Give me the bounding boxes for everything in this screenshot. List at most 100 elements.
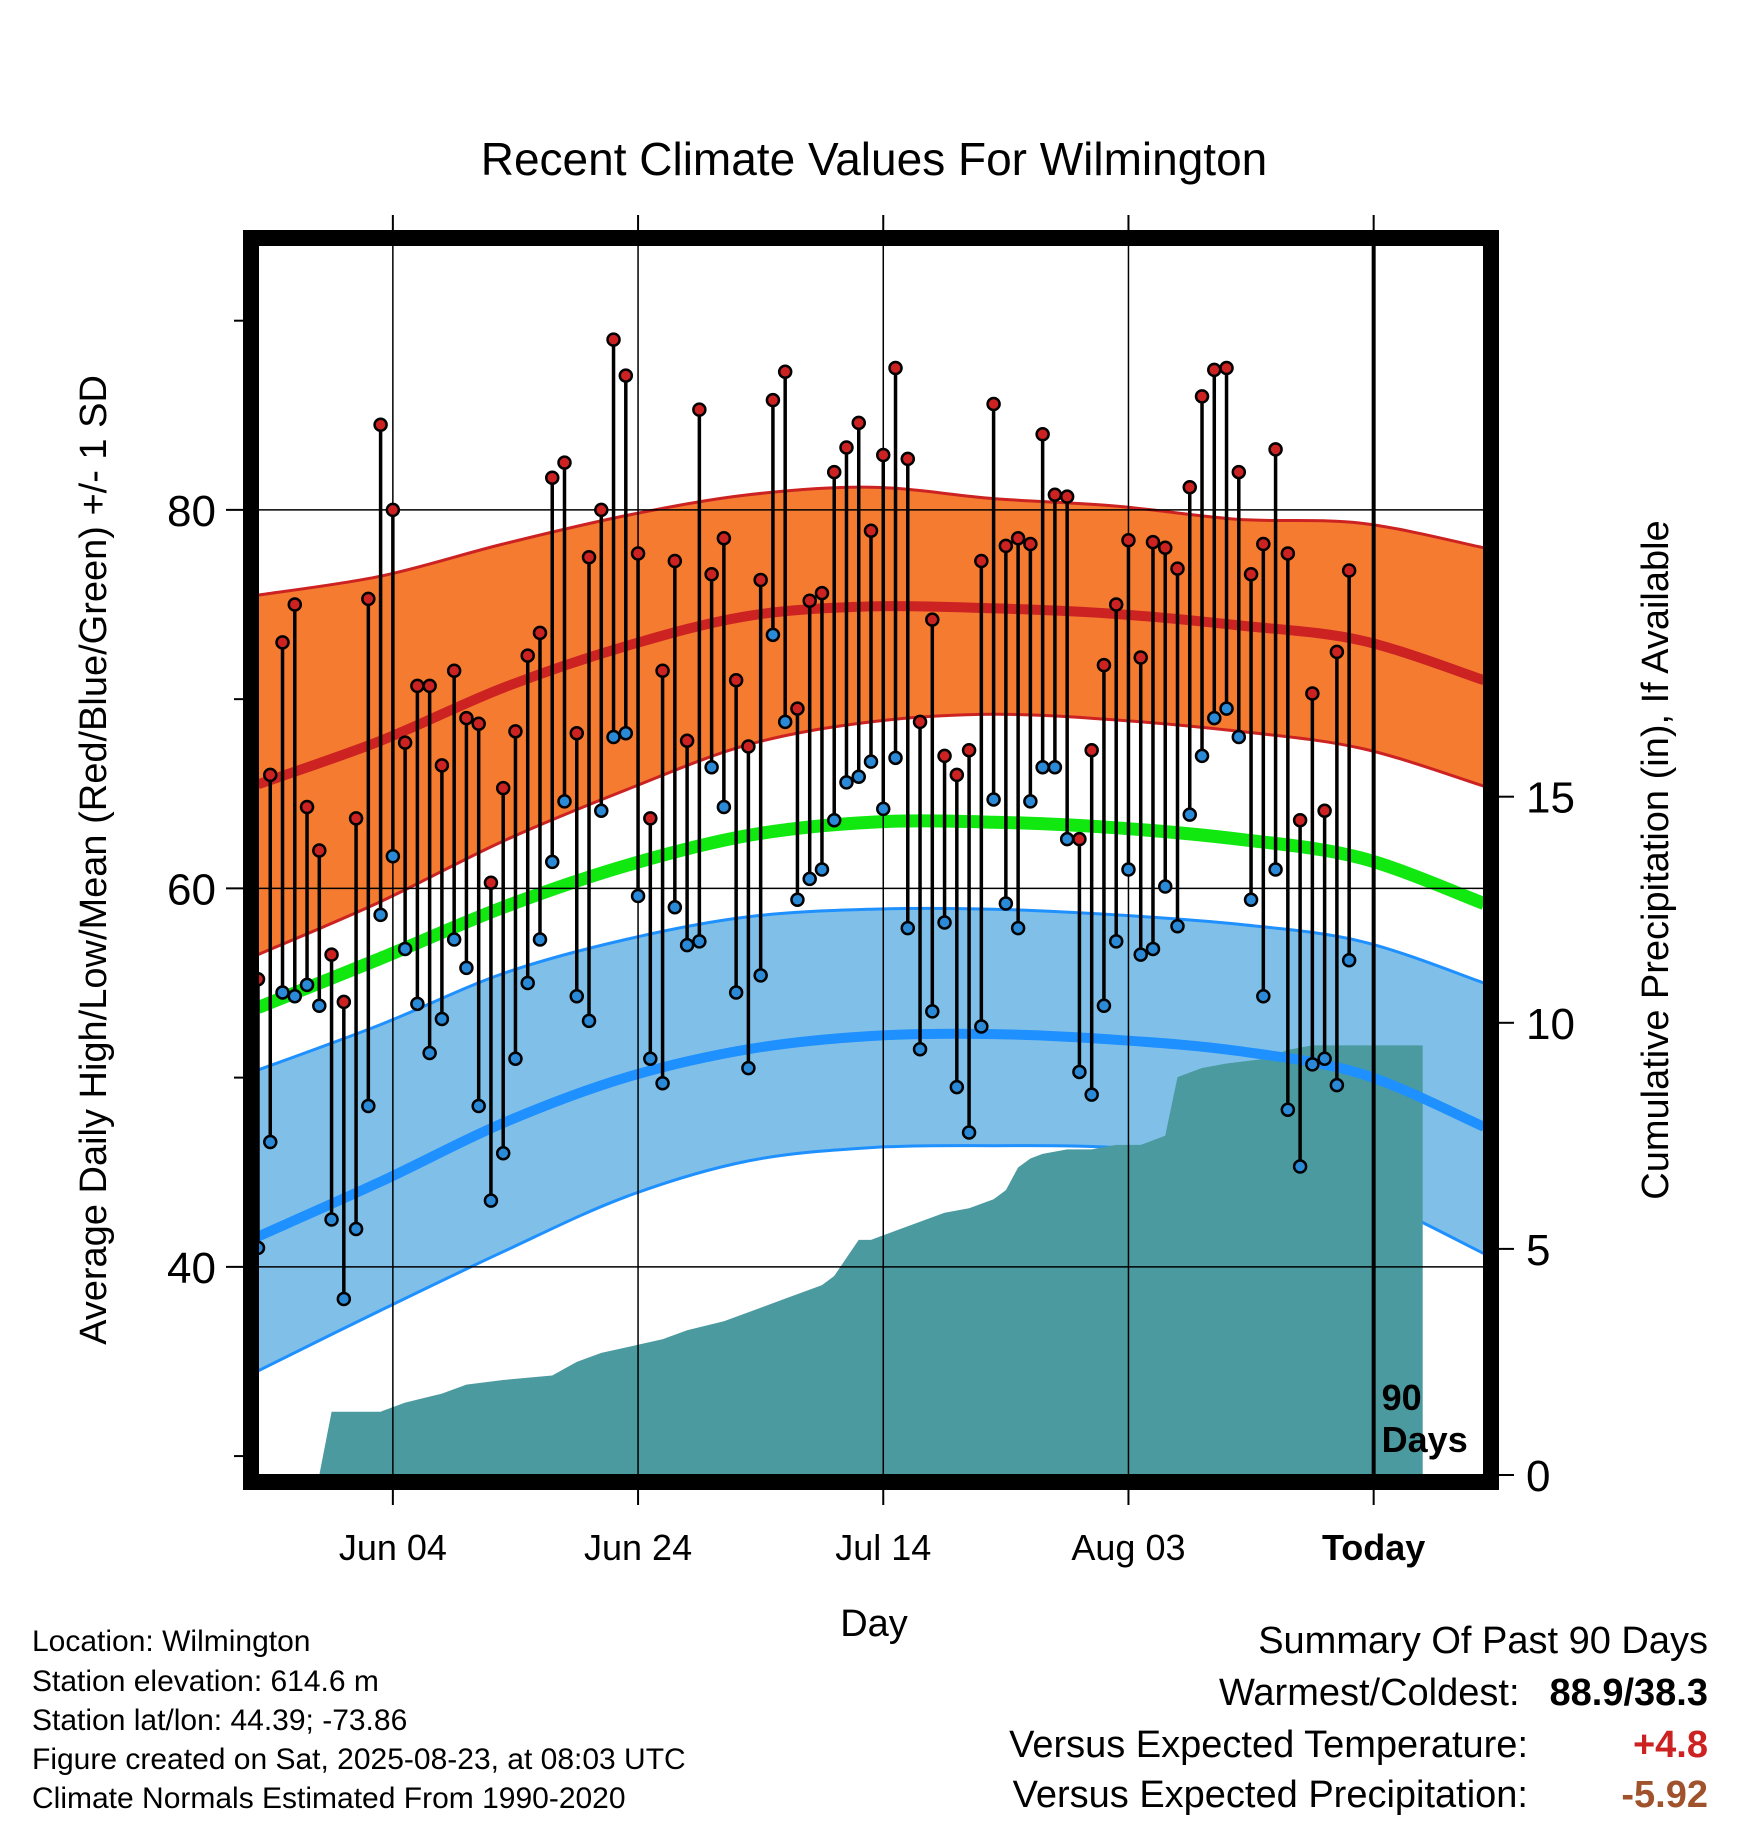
daily-low-point	[263, 1134, 278, 1150]
y2-tick-label: 15	[1526, 774, 1575, 823]
daily-high-point	[275, 635, 290, 650]
daily-high-point	[643, 811, 658, 826]
daily-low-point	[974, 1019, 989, 1034]
daily-low-point	[851, 769, 866, 784]
info-latlon: Station lat/lon: 44.39; -73.86	[32, 1704, 408, 1737]
daily-high-point	[1121, 532, 1136, 548]
daily-high-point	[434, 758, 450, 773]
daily-low-point	[520, 975, 535, 991]
daily-low-point	[643, 1051, 658, 1066]
daily-high-point	[839, 440, 854, 455]
daily-low-point	[704, 760, 719, 775]
summary-warm-cold-value: 88.9/38.3	[1549, 1672, 1708, 1714]
daily-low-point	[863, 754, 879, 769]
y2-axis-label: Cumulative Precipitation (in), If Availa…	[1635, 520, 1677, 1199]
daily-high-point	[1072, 831, 1087, 847]
daily-high-point	[520, 648, 535, 663]
daily-low-point	[1047, 760, 1063, 775]
daily-low-point	[258, 1240, 266, 1256]
daily-high-point	[422, 678, 437, 694]
daily-high-point	[814, 585, 830, 601]
daily-high-point	[1194, 389, 1210, 404]
daily-high-point	[753, 572, 768, 588]
daily-low-point	[1305, 1057, 1320, 1072]
daily-high-point	[925, 612, 940, 627]
daily-high-point	[876, 447, 891, 463]
y2-tick-label: 5	[1526, 1226, 1550, 1275]
daily-high-point	[655, 663, 670, 679]
daily-low-point	[1317, 1051, 1332, 1066]
summary-temp: Versus Expected Temperature: +4.8	[1009, 1724, 1708, 1767]
daily-high-point	[1243, 567, 1259, 582]
daily-low-point	[336, 1291, 352, 1307]
daily-low-point	[397, 941, 413, 957]
daily-low-point	[814, 862, 830, 877]
daily-low-point	[826, 813, 842, 828]
daily-low-point	[618, 725, 634, 741]
daily-high-point	[508, 724, 523, 739]
daily-low-point	[385, 848, 401, 864]
daily-high-point	[299, 799, 315, 815]
daily-low-point	[1268, 862, 1283, 877]
daily-low-point	[544, 854, 560, 870]
daily-high-point	[1182, 479, 1198, 495]
daily-low-point	[569, 988, 585, 1004]
summary-temp-value: +4.8	[1632, 1724, 1708, 1766]
daily-high-point	[1145, 534, 1161, 550]
daily-low-point	[1256, 988, 1271, 1004]
low-sd-band	[258, 908, 1484, 1371]
info-normals: Climate Normals Estimated From 1990-2020	[32, 1782, 626, 1815]
daily-high-point	[679, 733, 695, 749]
daily-low-point	[324, 1212, 339, 1227]
daily-low-point	[361, 1098, 376, 1114]
daily-high-point	[471, 716, 486, 732]
daily-high-point	[1355, 0, 1367, 6]
daily-low-point	[1059, 831, 1075, 847]
chart-title: Recent Climate Values For Wilmington	[481, 133, 1268, 185]
daily-low-point	[446, 932, 462, 947]
daily-low-point	[1355, 0, 1367, 6]
summary-precip-value: -5.92	[1621, 1774, 1708, 1816]
daily-high-point	[410, 678, 425, 694]
daily-high-point	[1108, 597, 1124, 612]
daily-low-point	[802, 871, 817, 887]
summary-warm-cold: Warmest/Coldest: 88.9/38.3	[1219, 1672, 1708, 1715]
daily-high-point	[667, 553, 683, 569]
summary-precip-label: Versus Expected Precipitation:	[1012, 1774, 1528, 1816]
y-tick-label: 80	[167, 487, 216, 536]
daily-low-point	[790, 892, 805, 907]
daily-high-point	[1059, 489, 1075, 504]
daily-high-point	[312, 843, 327, 858]
daily-high-point	[1256, 536, 1271, 552]
daily-low-point	[765, 627, 781, 643]
daily-high-point	[385, 502, 401, 518]
today-window-label-line: 90	[1382, 1377, 1422, 1418]
daily-high-point	[888, 360, 903, 376]
daily-high-point	[1047, 487, 1063, 503]
daily-low-point	[422, 1045, 437, 1061]
summary-precip: Versus Expected Precipitation: -5.92	[1013, 1774, 1708, 1817]
x-tick-label: Jun 04	[339, 1527, 447, 1568]
daily-high-point	[1157, 540, 1173, 556]
daily-high-point	[716, 531, 732, 546]
daily-high-point	[1292, 813, 1308, 828]
daily-high-point	[348, 811, 364, 826]
daily-high-point	[1035, 426, 1050, 442]
daily-low-point	[287, 988, 303, 1004]
daily-high-point	[361, 591, 376, 607]
daily-high-point	[961, 742, 977, 758]
today-window-label-line: Days	[1382, 1419, 1468, 1460]
daily-high-point	[974, 553, 989, 569]
daily-low-point	[1329, 1077, 1345, 1093]
daily-low-point	[961, 1125, 977, 1140]
daily-high-point	[1207, 362, 1222, 378]
daily-high-point	[986, 396, 1001, 412]
daily-low-point	[1292, 1159, 1308, 1174]
daily-low-point	[348, 1221, 364, 1237]
daily-high-point	[1096, 657, 1112, 673]
daily-high-point	[998, 538, 1014, 554]
plot-frame	[243, 230, 1499, 1490]
daily-low-point	[1072, 1064, 1087, 1080]
daily-high-point	[1329, 644, 1345, 660]
daily-high-point	[765, 392, 781, 408]
